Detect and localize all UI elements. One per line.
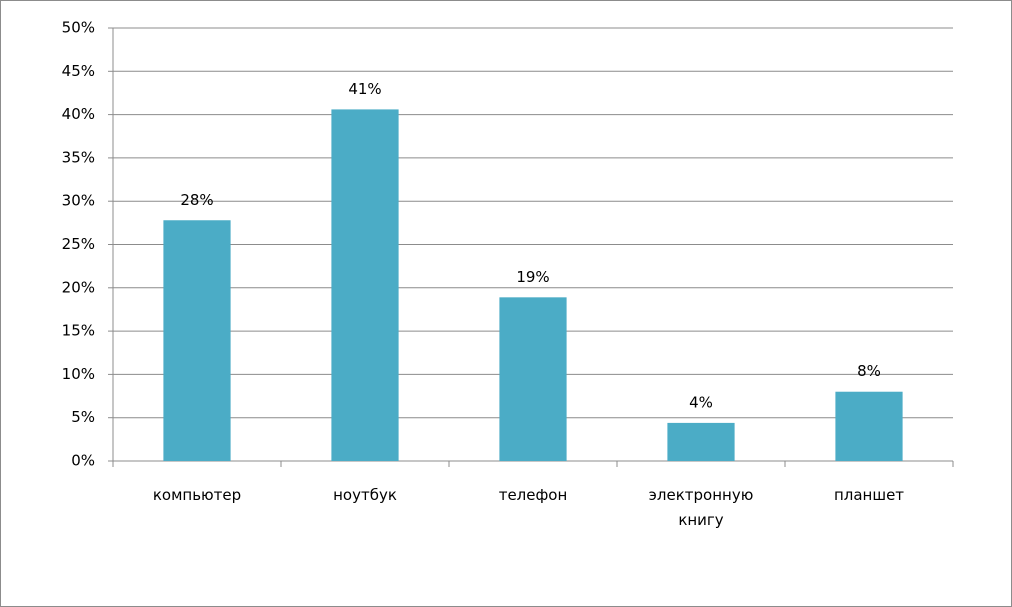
- x-tick-label: планшет: [833, 486, 905, 504]
- y-tick-label: 40%: [62, 105, 95, 123]
- y-tick-label: 20%: [62, 278, 95, 296]
- bar: [835, 391, 903, 461]
- bar: [667, 422, 735, 461]
- data-label: 4%: [689, 393, 713, 411]
- bar: [163, 220, 231, 461]
- y-tick-label: 35%: [62, 148, 95, 166]
- y-tick-label: 30%: [62, 192, 95, 210]
- bar: [331, 109, 399, 462]
- y-tick-label: 25%: [62, 235, 95, 253]
- y-tick-label: 45%: [62, 62, 95, 80]
- x-tick-label: ноутбук: [333, 486, 397, 504]
- data-label: 19%: [516, 268, 549, 286]
- y-tick-label: 50%: [62, 19, 95, 37]
- y-tick-label: 0%: [71, 452, 95, 470]
- x-tick-label: компьютер: [152, 486, 242, 504]
- y-tick-label: 5%: [71, 408, 95, 426]
- y-tick-label: 10%: [62, 365, 95, 383]
- x-tick-label: телефон: [498, 486, 568, 504]
- data-label: 41%: [348, 80, 381, 98]
- data-label: 8%: [857, 362, 881, 380]
- data-label: 28%: [180, 191, 213, 209]
- y-tick-label: 15%: [62, 322, 95, 340]
- bar: [499, 297, 567, 461]
- x-tick-label: электронную книгу: [648, 486, 754, 529]
